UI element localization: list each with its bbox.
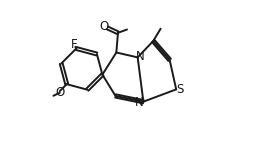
Text: N: N: [136, 50, 145, 63]
Text: F: F: [71, 38, 78, 51]
Text: O: O: [99, 20, 108, 33]
Text: O: O: [55, 86, 65, 99]
Text: S: S: [177, 83, 184, 96]
Text: N: N: [135, 96, 144, 110]
